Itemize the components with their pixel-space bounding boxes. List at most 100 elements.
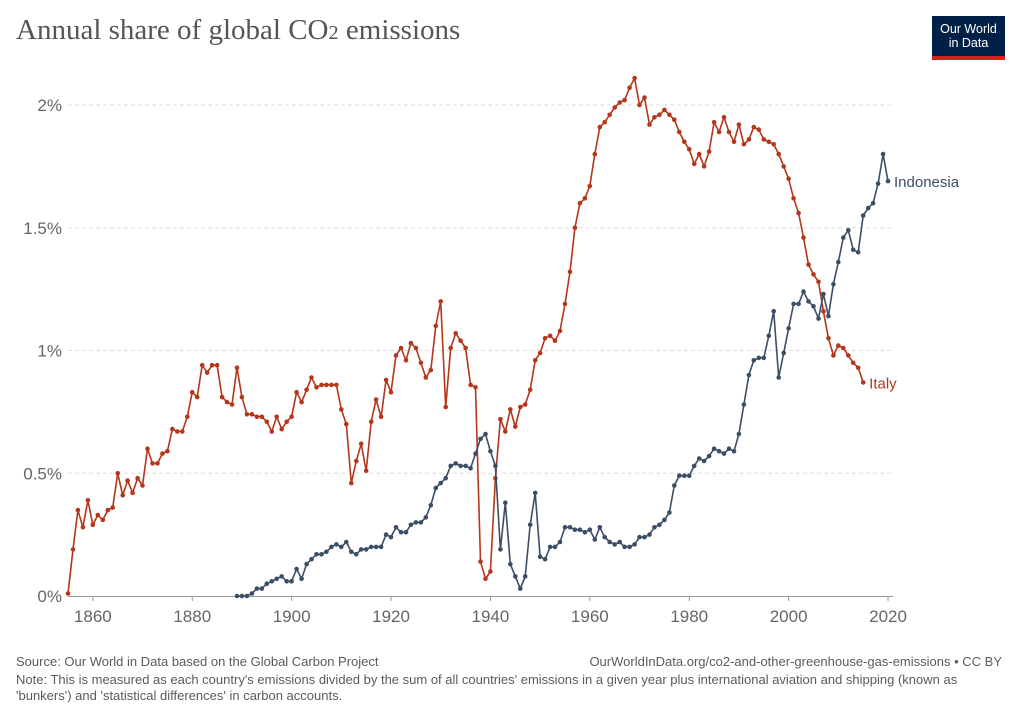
- data-point-indonesia: [855, 250, 861, 255]
- owid-logo[interactable]: Our World in Data: [932, 16, 1005, 60]
- data-point-italy: [736, 122, 742, 127]
- data-point-italy: [264, 419, 270, 425]
- data-point-indonesia: [662, 517, 667, 523]
- logo-line-1: Our World: [940, 22, 997, 36]
- data-point-italy: [677, 129, 682, 135]
- data-point-italy: [120, 493, 125, 498]
- data-point-indonesia: [264, 581, 270, 586]
- data-point-italy: [199, 362, 205, 368]
- data-point-indonesia: [841, 235, 846, 240]
- data-point-indonesia: [677, 473, 682, 479]
- data-point-indonesia: [617, 539, 622, 545]
- data-point-italy: [269, 429, 275, 434]
- data-point-italy: [194, 394, 200, 400]
- data-point-italy: [433, 323, 439, 329]
- data-point-italy: [339, 407, 344, 412]
- data-point-indonesia: [821, 291, 826, 297]
- note-text: Note: This is measured as each country's…: [16, 672, 958, 703]
- data-point-italy: [721, 115, 727, 120]
- data-point-indonesia: [587, 527, 593, 532]
- data-point-italy: [274, 414, 280, 420]
- data-point-italy: [453, 331, 459, 336]
- data-point-indonesia: [458, 463, 463, 469]
- data-point-indonesia: [259, 586, 265, 591]
- data-point-indonesia: [249, 591, 255, 596]
- data-point-italy: [304, 387, 309, 393]
- data-point-italy: [209, 362, 215, 368]
- data-point-indonesia: [542, 556, 548, 562]
- data-point-italy: [592, 151, 598, 157]
- data-point-indonesia: [522, 574, 528, 579]
- data-point-italy: [244, 412, 250, 417]
- data-point-italy: [582, 196, 588, 201]
- data-point-indonesia: [488, 448, 493, 454]
- data-point-italy: [224, 399, 230, 405]
- data-point-indonesia: [552, 544, 558, 550]
- data-point-italy: [846, 353, 851, 358]
- data-point-italy: [428, 367, 434, 373]
- data-point-indonesia: [716, 448, 722, 454]
- data-point-indonesia: [691, 463, 697, 469]
- data-point-indonesia: [562, 525, 568, 530]
- logo-line-2: in Data: [948, 36, 989, 50]
- data-point-italy: [612, 105, 617, 110]
- data-point-indonesia: [309, 556, 314, 562]
- data-point-indonesia: [582, 529, 588, 535]
- data-point-indonesia: [746, 372, 752, 378]
- data-point-italy: [388, 389, 394, 395]
- x-tick-label: 1900: [273, 607, 311, 626]
- data-point-italy: [637, 102, 642, 108]
- data-point-italy: [696, 151, 702, 157]
- data-point-italy: [309, 375, 314, 380]
- data-point-indonesia: [801, 289, 806, 294]
- data-point-italy: [587, 183, 593, 189]
- data-point-indonesia: [473, 451, 478, 456]
- data-point-italy: [284, 419, 290, 425]
- data-point-indonesia: [428, 502, 434, 508]
- data-point-indonesia: [706, 453, 712, 459]
- data-point-indonesia: [632, 542, 637, 547]
- data-point-italy: [90, 522, 96, 528]
- data-point-italy: [518, 404, 523, 410]
- data-point-indonesia: [433, 485, 439, 491]
- data-point-italy: [259, 414, 265, 420]
- data-point-italy: [393, 353, 399, 358]
- data-point-italy: [418, 360, 424, 366]
- data-point-indonesia: [572, 527, 578, 532]
- data-point-indonesia: [865, 205, 871, 211]
- data-point-indonesia: [786, 326, 791, 331]
- data-point-indonesia: [657, 522, 662, 528]
- data-point-italy: [796, 210, 801, 216]
- data-point-indonesia: [513, 574, 518, 579]
- data-point-indonesia: [463, 463, 468, 469]
- data-point-italy: [334, 382, 339, 388]
- data-point-italy: [368, 419, 374, 425]
- data-point-italy: [125, 478, 130, 483]
- data-point-italy: [115, 471, 120, 476]
- data-point-italy: [498, 416, 503, 422]
- data-point-italy: [632, 75, 637, 81]
- data-point-italy: [562, 301, 568, 307]
- data-point-italy: [75, 507, 81, 513]
- data-point-indonesia: [826, 313, 831, 319]
- data-point-indonesia: [766, 333, 772, 339]
- data-point-indonesia: [761, 355, 767, 361]
- data-point-italy: [150, 461, 155, 466]
- data-point-indonesia: [880, 151, 886, 157]
- data-point-italy: [776, 151, 781, 157]
- source-url-link[interactable]: OurWorldInData.org/co2-and-other-greenho…: [589, 654, 1002, 669]
- data-point-italy: [358, 441, 364, 447]
- data-point-italy: [860, 380, 866, 385]
- data-point-italy: [289, 414, 294, 420]
- data-point-italy: [344, 421, 349, 427]
- data-point-indonesia: [453, 461, 459, 466]
- data-point-indonesia: [547, 544, 553, 550]
- data-point-italy: [522, 402, 528, 407]
- y-tick-label: 0.5%: [23, 464, 62, 483]
- data-point-italy: [234, 365, 240, 371]
- data-point-italy: [80, 525, 86, 530]
- data-point-indonesia: [701, 458, 707, 464]
- data-point-indonesia: [850, 247, 856, 253]
- series-line-indonesia: [237, 153, 889, 597]
- data-point-indonesia: [816, 316, 821, 321]
